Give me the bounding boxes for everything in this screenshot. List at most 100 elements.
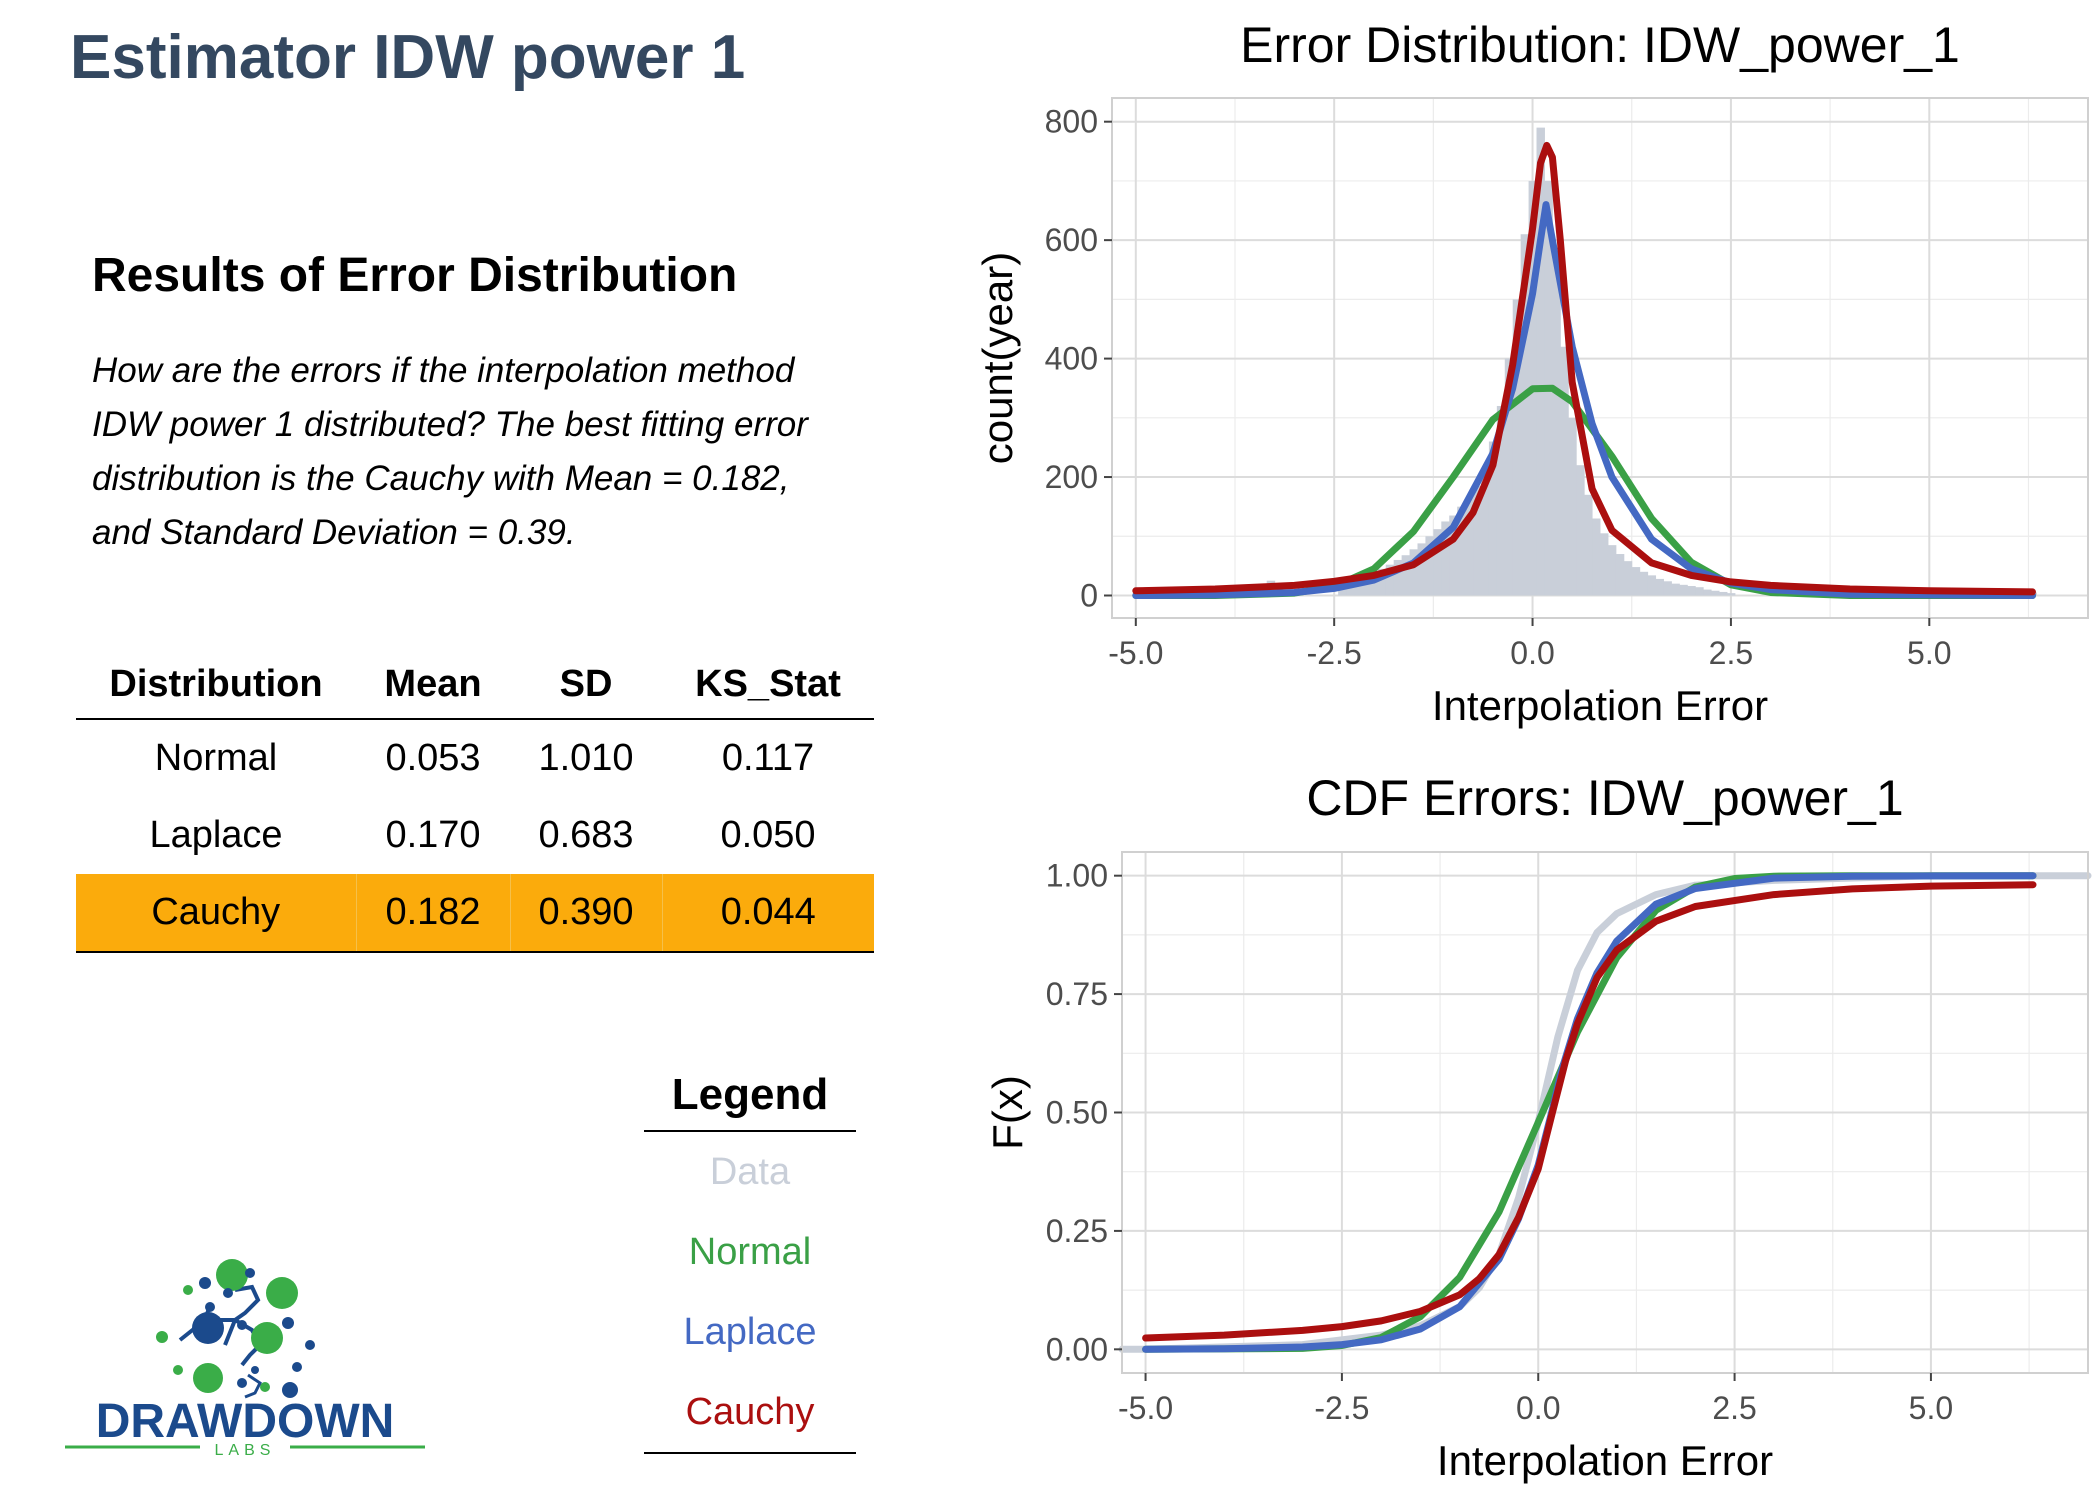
results-heading: Results of Error Distribution (92, 249, 738, 302)
plot-area (1111, 97, 2089, 619)
histogram-bar (1647, 575, 1657, 596)
results-description: How are the errors if the interpolation … (92, 351, 808, 552)
x-tick-label: -2.5 (1307, 635, 1362, 671)
histogram-bar (1568, 417, 1577, 596)
histogram-bar (1615, 554, 1625, 596)
table-cell: Laplace (149, 814, 283, 856)
table-cell: 0.683 (538, 814, 634, 856)
histogram-bar (1449, 515, 1458, 596)
x-tick-label: 0.0 (1516, 1390, 1560, 1426)
table-row: Laplace 0.170 0.683 0.050 (76, 797, 874, 874)
histogram-bar (1600, 533, 1609, 596)
table-header-row: Distribution Mean SD KS_Stat (76, 650, 874, 720)
x-tick-label: 0.0 (1510, 635, 1554, 671)
histogram-bar (1369, 571, 1379, 596)
histogram-bar (1584, 494, 1593, 596)
logo-network-icon (156, 1259, 315, 1399)
x-tick-label: -5.0 (1108, 635, 1163, 671)
histogram-bar (1711, 590, 1720, 596)
series-line-cauchy (1132, 141, 2036, 596)
column-header-ks-stat: KS_Stat (662, 650, 874, 720)
histogram-bar (1671, 583, 1680, 596)
page-title: Estimator IDW power 1 (70, 23, 746, 92)
table-row-highlighted: Cauchy 0.182 0.390 0.044 (76, 874, 874, 953)
histogram-bar (1488, 441, 1498, 596)
legend-item-normal: Normal (688, 1231, 812, 1273)
histogram-bar (1393, 559, 1403, 596)
histogram-bar (1401, 555, 1411, 596)
histogram-bar (1560, 346, 1569, 596)
histogram-bar (1663, 581, 1672, 596)
histogram-bar (1496, 405, 1506, 596)
table-cell: 0.053 (385, 737, 481, 779)
histogram-bar (1425, 536, 1434, 596)
table-cell: 1.010 (538, 737, 634, 779)
y-tick-label: 0.75 (1046, 976, 1108, 1012)
logo-text: DRAWDOWN (96, 1395, 395, 1448)
drawdown-labs-logo: DRAWDOWN LABS (65, 1259, 425, 1455)
results-table: Distribution Mean SD KS_Stat Normal 0.05… (76, 650, 874, 953)
histogram-bar (1465, 497, 1474, 596)
table-cell: 0.182 (355, 874, 510, 953)
legend-title: Legend (644, 1060, 856, 1132)
y-tick-label: 0.00 (1046, 1331, 1108, 1367)
chart-title: CDF Errors: IDW_power_1 (1306, 770, 1903, 826)
y-tick-label: 800 (1045, 104, 1098, 140)
y-axis-label: count(year) (974, 252, 1021, 464)
table-cell: 0.044 (661, 874, 874, 953)
y-tick-label: 200 (1045, 459, 1098, 495)
histogram-bar (1520, 234, 1530, 596)
histogram-bar (1592, 518, 1601, 596)
y-tick-label: 1.00 (1046, 858, 1108, 894)
histogram-bar (1433, 529, 1442, 596)
x-tick-label: -2.5 (1314, 1390, 1369, 1426)
y-tick-label: 400 (1045, 341, 1098, 377)
histogram-bar (1417, 543, 1426, 596)
histogram-bar (1480, 468, 1490, 596)
column-header-mean: Mean (356, 650, 510, 720)
histogram-bar (1631, 567, 1641, 596)
histogram-bar (1504, 358, 1514, 596)
y-tick-label: 0.25 (1046, 1213, 1108, 1249)
table-cell: 0.170 (385, 814, 481, 856)
histogram-bar (1409, 549, 1418, 596)
table-cell: 0.390 (509, 874, 662, 953)
table-row: Normal 0.053 1.010 0.117 (76, 719, 874, 797)
y-tick-label: 0.50 (1046, 1095, 1108, 1131)
x-axis-label: Interpolation Error (1437, 1437, 1773, 1484)
table-cell: Normal (154, 737, 278, 779)
histogram-bar (1726, 593, 1736, 596)
histogram-bar (1441, 521, 1450, 596)
histogram-bar (1607, 545, 1617, 596)
histogram-bar (1457, 506, 1466, 596)
legend-item-cauchy: Cauchy (685, 1391, 815, 1433)
histogram-bar (1655, 578, 1664, 596)
plot-area (1118, 851, 2092, 1374)
histogram-bar (1639, 571, 1649, 596)
histogram-bar (1703, 589, 1712, 596)
x-tick-label: 2.5 (1712, 1390, 1756, 1426)
histogram-bar (1377, 568, 1387, 596)
legend-item-laplace: Laplace (683, 1311, 817, 1353)
x-tick-label: 5.0 (1907, 635, 1951, 671)
histogram-bar (1695, 587, 1704, 596)
histogram-bar (1687, 586, 1696, 596)
chart-title: Error Distribution: IDW_power_1 (1240, 17, 1960, 73)
x-tick-label: 2.5 (1709, 635, 1753, 671)
histogram-bar (1536, 127, 1545, 596)
series-line-cauchy (1142, 881, 2037, 1342)
histogram-bar (1576, 465, 1585, 596)
table-cell: Cauchy (76, 874, 356, 953)
column-header-distribution: Distribution (76, 650, 356, 720)
table-cell: 0.117 (721, 737, 815, 779)
histogram-bar (1623, 561, 1633, 596)
x-tick-label: 5.0 (1909, 1390, 1953, 1426)
x-tick-label: -5.0 (1118, 1390, 1173, 1426)
x-axis-label: Interpolation Error (1432, 682, 1768, 729)
histogram-bar (1512, 299, 1522, 596)
table-cell: 0.050 (720, 814, 816, 856)
logo-subtext: LABS (215, 1442, 276, 1455)
column-header-sd: SD (510, 650, 662, 720)
